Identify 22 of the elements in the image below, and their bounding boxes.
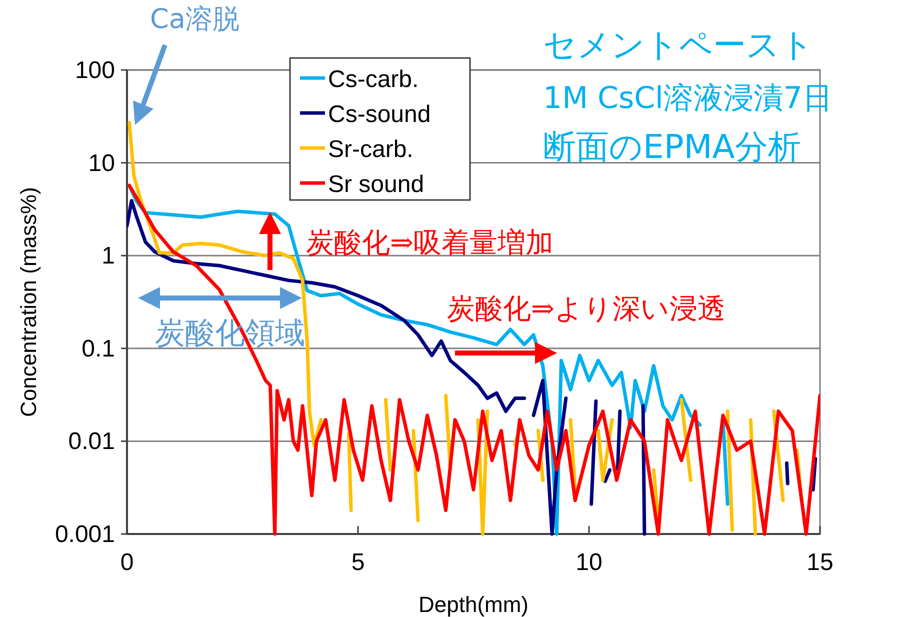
annotation: 炭酸化⇒吸着量増加	[306, 226, 554, 259]
y-tick-label: 0.001	[54, 521, 115, 548]
y-tick-label: 1	[102, 242, 115, 270]
x-tick-label: 15	[806, 549, 834, 576]
y-tick-label: 100	[74, 57, 115, 84]
x-tick-label: 5	[351, 549, 365, 576]
y-tick-label: 0.1	[82, 335, 115, 362]
text: Ca溶脱	[150, 4, 240, 35]
y-tick-label: 10	[88, 150, 115, 177]
y-tick-label: 0.01	[68, 428, 115, 456]
legend-label: Cs-carb.	[328, 66, 419, 93]
legend-label: Sr-carb.	[328, 136, 414, 163]
annotation: 炭酸化⇒より深い浸透	[447, 292, 726, 325]
legend-label: Cs-sound	[328, 101, 431, 128]
annotation: 断面のEPMA分析	[543, 127, 801, 166]
chart-subtitle: 1M CsCl溶液浸漬7日	[543, 81, 832, 116]
y-axis-title: Concentration (mass%)	[16, 187, 41, 417]
legend-label: Sr sound	[328, 171, 424, 198]
chart-title: セメントペースト	[543, 25, 814, 64]
x-tick-label: 0	[120, 549, 134, 576]
x-axis-title: Depth(mm)	[418, 592, 529, 617]
x-tick-label: 10	[576, 549, 602, 576]
